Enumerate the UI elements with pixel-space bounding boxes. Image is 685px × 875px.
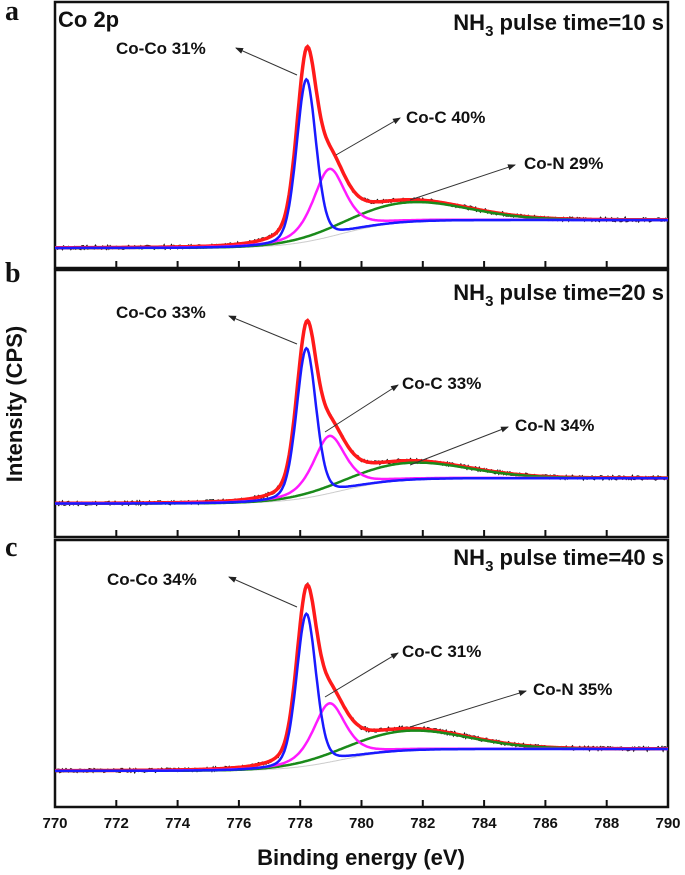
component-line-co-c — [55, 167, 668, 250]
component-label-co-n: Co-N 35% — [533, 680, 612, 699]
panel-title: NH3 pulse time=10 s — [453, 10, 664, 40]
component-line-co-co — [55, 77, 668, 250]
title-prefix: NH — [453, 10, 485, 35]
component-line-co-co — [55, 612, 668, 773]
annotation-arrow — [409, 690, 527, 728]
component-label-co-co: Co-Co 34% — [107, 570, 197, 589]
annotation-arrow — [324, 652, 399, 698]
panel-c: c NH3 pulse time=40 s Co-Co 34% Co-C 31% Co-… — [5, 532, 670, 809]
x-tick-label: 786 — [533, 815, 558, 832]
background-line — [55, 219, 668, 249]
panel-title: NH3 pulse time=40 s — [453, 545, 664, 575]
panel-letter: b — [5, 258, 21, 289]
title-subscript: 3 — [485, 558, 493, 575]
title-prefix: NH — [453, 280, 485, 305]
title-subscript: 3 — [485, 23, 493, 40]
x-tick-label: 790 — [655, 815, 680, 832]
element-label: Co 2p — [58, 7, 119, 32]
y-axis-label: Intensity (CPS) — [2, 326, 27, 482]
annotation-arrow — [409, 426, 509, 466]
panel-letter: a — [5, 0, 19, 27]
title-suffix: pulse time=10 s — [493, 10, 664, 35]
component-label-co-n: Co-N 29% — [524, 154, 603, 173]
annotation-arrow — [335, 117, 401, 156]
annotation-arrow — [235, 47, 298, 76]
x-tick-label: 782 — [410, 815, 435, 832]
x-tick-label: 772 — [104, 815, 129, 832]
title-prefix: NH — [453, 545, 485, 570]
component-label-co-c: Co-C 33% — [402, 374, 481, 393]
panel-title: NH3 pulse time=20 s — [453, 280, 664, 310]
envelope-fit-line — [55, 44, 668, 250]
x-tick-label: 774 — [165, 815, 191, 832]
component-line-co-n — [55, 200, 668, 250]
component-label-co-c: Co-C 40% — [406, 108, 485, 127]
component-label-co-co: Co-Co 33% — [116, 303, 206, 322]
envelope-fit-line — [55, 318, 668, 506]
panel-a: a Co 2p NH3 pulse time=10 s Co-Co 31% Co-C 4… — [5, 0, 670, 270]
title-suffix: pulse time=20 s — [493, 280, 664, 305]
x-axis-label: Binding energy (eV) — [257, 845, 465, 870]
annotation-arrow — [228, 315, 298, 345]
x-tick-label: 780 — [349, 815, 374, 832]
x-tick-label: 778 — [288, 815, 313, 832]
component-line-co-n — [55, 461, 668, 505]
component-line-co-c — [55, 434, 668, 505]
component-label-co-c: Co-C 31% — [402, 642, 481, 661]
panel-b: b NH3 pulse time=20 s Co-Co 33% Co-C 33% Co-… — [5, 258, 670, 539]
annotation-arrow — [324, 384, 399, 433]
x-tick-label: 776 — [226, 815, 251, 832]
x-tick-label: 784 — [472, 815, 498, 832]
component-label-co-co: Co-Co 31% — [116, 39, 206, 58]
component-line-co-n — [55, 729, 668, 773]
title-suffix: pulse time=40 s — [493, 545, 664, 570]
x-tick-label: 788 — [594, 815, 619, 832]
annotation-arrow — [228, 576, 298, 608]
component-label-co-n: Co-N 34% — [515, 416, 594, 435]
annotation-arrow — [409, 164, 516, 201]
component-line-co-c — [55, 702, 668, 773]
background-line — [55, 748, 668, 772]
background-line — [55, 477, 668, 505]
panel-letter: c — [5, 532, 17, 563]
x-axis: 770 772 774 776 778 780 782 784 786 788 790 — [42, 815, 680, 832]
component-line-co-co — [55, 346, 668, 505]
x-tick-label: 770 — [42, 815, 67, 832]
title-subscript: 3 — [485, 293, 493, 310]
